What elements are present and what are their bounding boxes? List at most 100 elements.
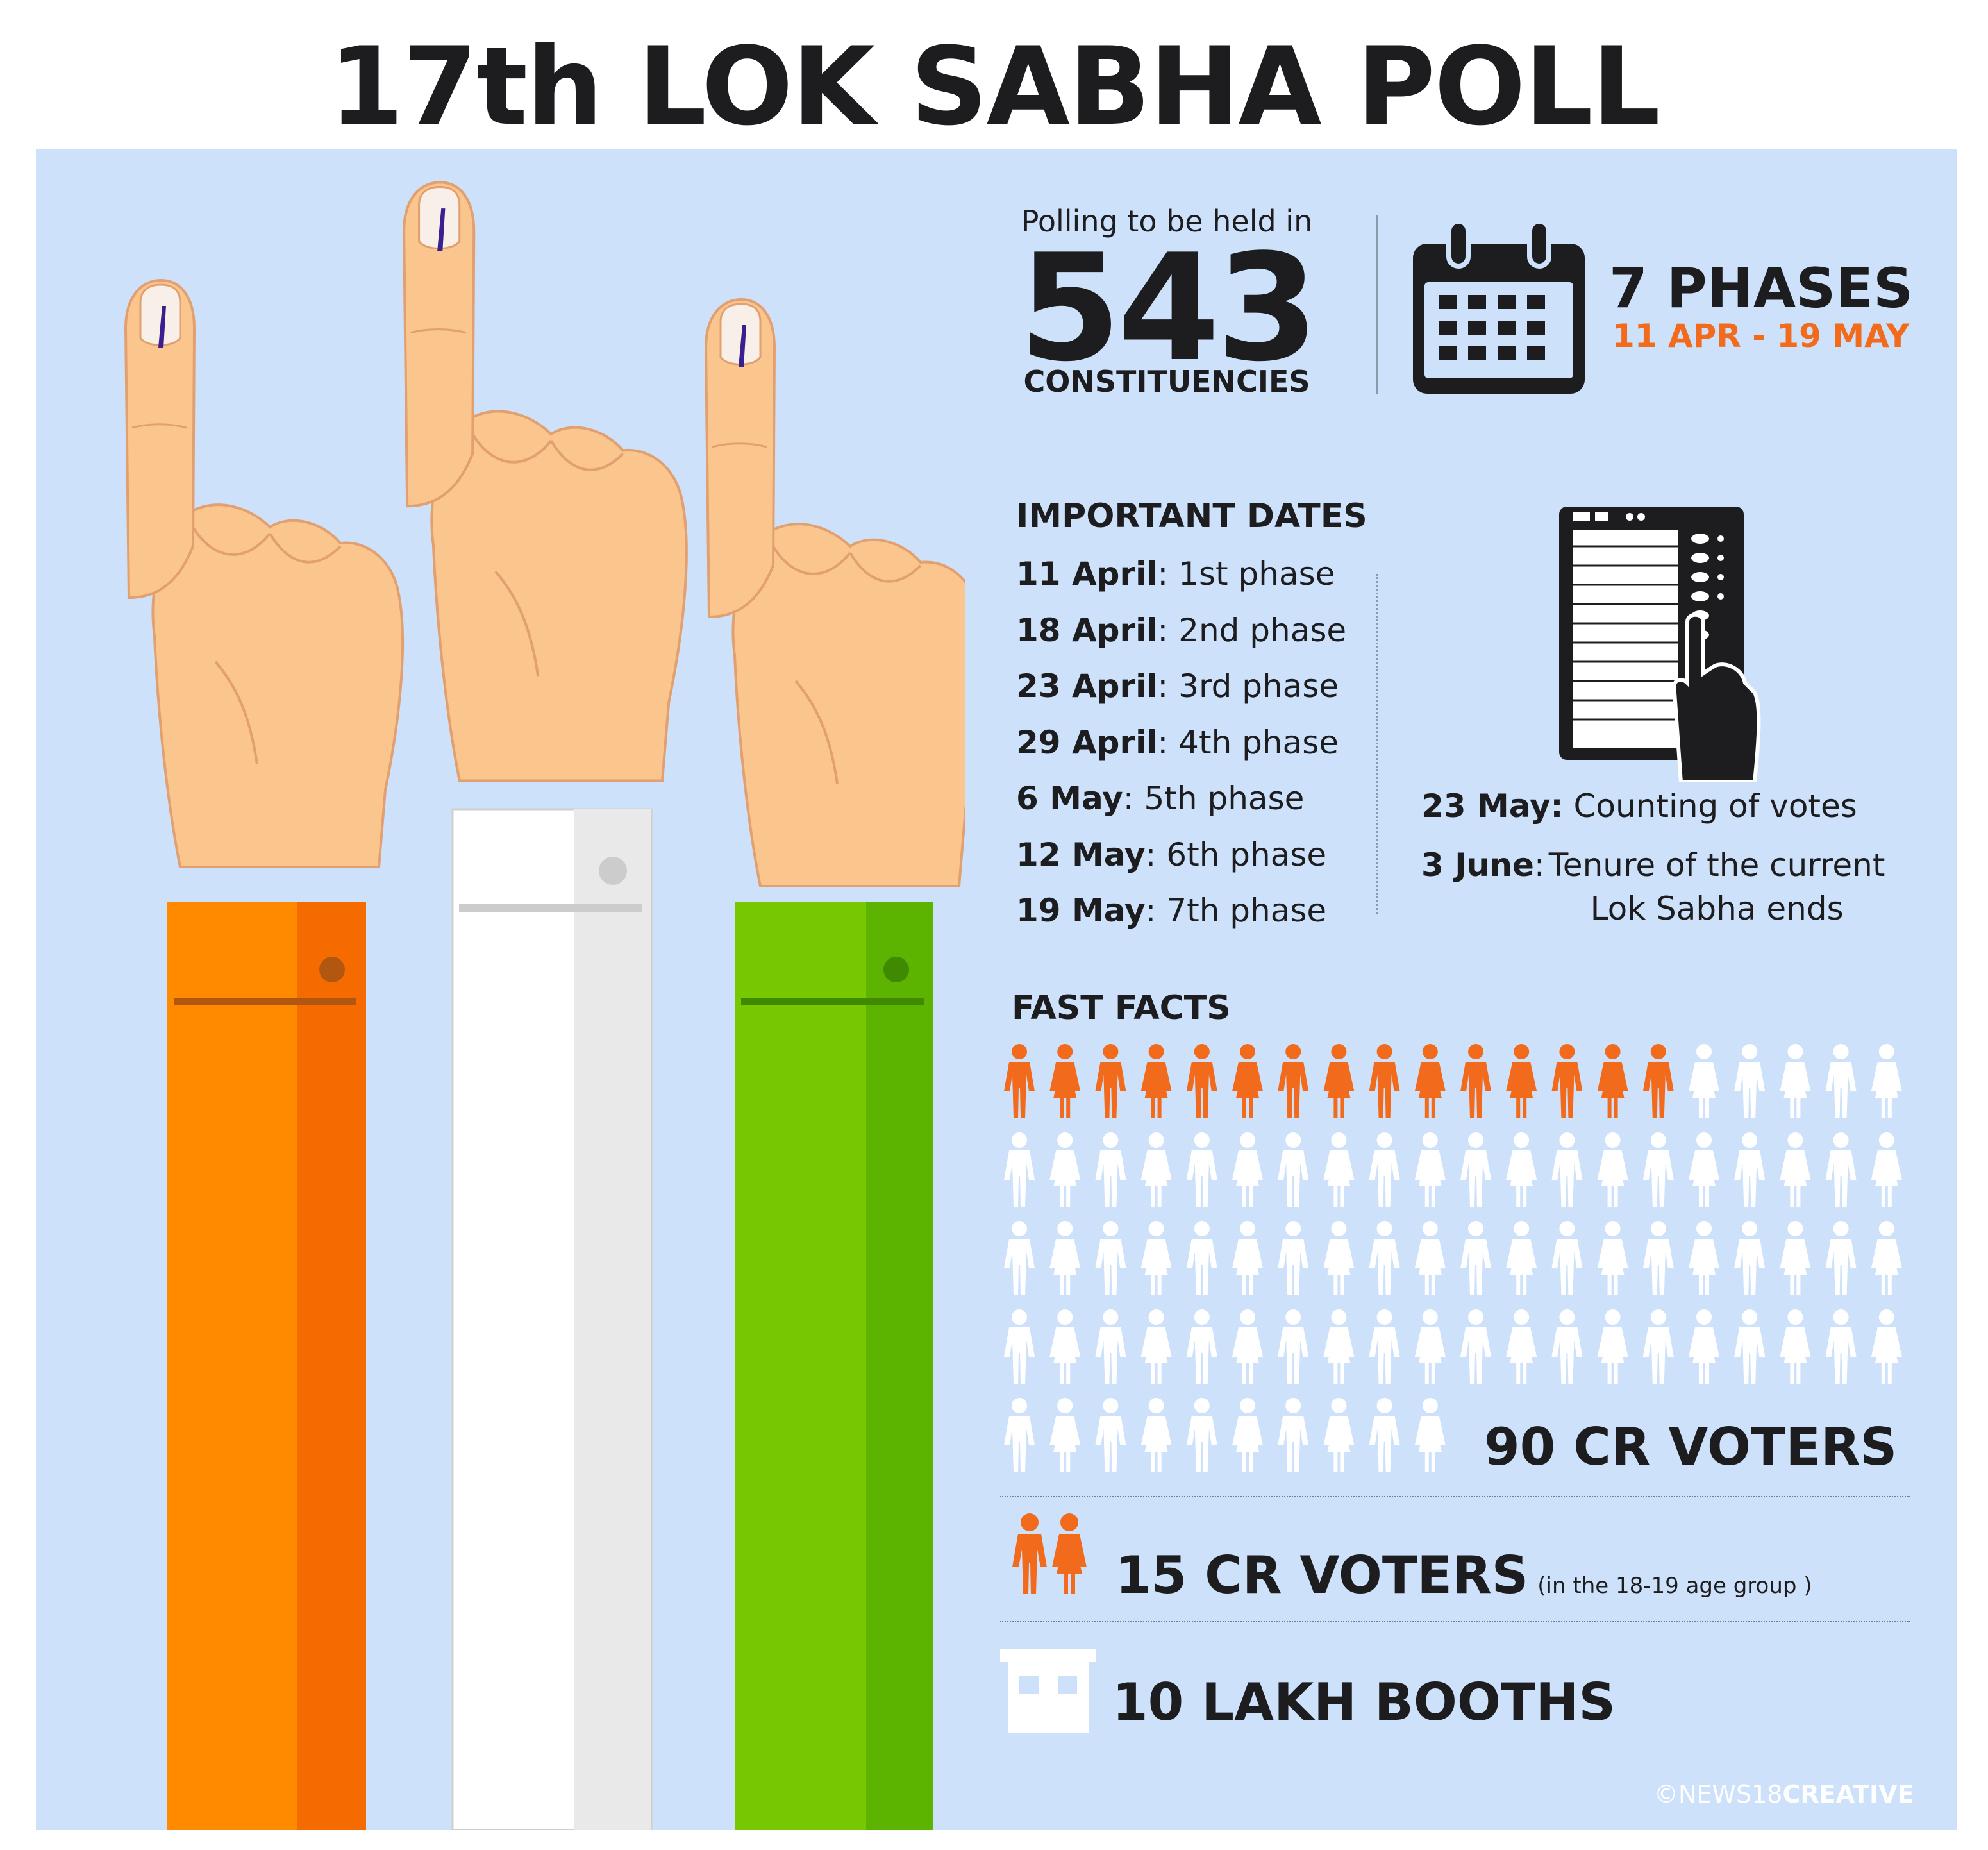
date-item: 6 May: 5th phase bbox=[1016, 780, 1305, 817]
total-voters-label: 90 CR VOTERS bbox=[1484, 1417, 1898, 1477]
person-icon bbox=[1232, 1398, 1263, 1472]
person-icon bbox=[1049, 1132, 1081, 1207]
person-icon bbox=[1642, 1132, 1674, 1207]
person-icon bbox=[1414, 1221, 1446, 1295]
person-icon bbox=[1734, 1132, 1766, 1207]
person-icon bbox=[1734, 1309, 1766, 1384]
person-icon bbox=[1095, 1132, 1126, 1207]
person-icon-highlighted bbox=[1186, 1044, 1217, 1118]
person-icon bbox=[1323, 1221, 1355, 1295]
person-icon bbox=[1506, 1132, 1537, 1207]
tenure-end-date: 3 June: Tenure of the current Lok Sabha en… bbox=[1421, 846, 1885, 927]
person-icon bbox=[1140, 1221, 1172, 1295]
person-icon bbox=[1004, 1132, 1035, 1207]
credit-logo: ©NEWS18CREATIVE bbox=[1654, 1780, 1914, 1808]
person-icon bbox=[1414, 1309, 1446, 1384]
constituencies-label: CONSTITUENCIES bbox=[1023, 364, 1310, 399]
person-icon bbox=[1871, 1044, 1902, 1118]
person-icon bbox=[1780, 1132, 1811, 1207]
date-item: 19 May: 7th phase bbox=[1016, 892, 1327, 929]
person-icon bbox=[1049, 1398, 1081, 1472]
person-icon-highlighted bbox=[1095, 1044, 1126, 1118]
person-icon bbox=[1095, 1309, 1126, 1384]
person-icon bbox=[1323, 1132, 1355, 1207]
important-dates-heading: IMPORTANT DATES bbox=[1016, 497, 1367, 535]
person-icon bbox=[1780, 1044, 1811, 1118]
important-dates-list: 11 April: 1st phase 18 April: 2nd phase … bbox=[1016, 546, 1346, 939]
person-icon bbox=[1414, 1132, 1446, 1207]
person-icon bbox=[1369, 1221, 1400, 1295]
person-icon bbox=[1825, 1044, 1857, 1118]
person-icon bbox=[1323, 1309, 1355, 1384]
person-icon bbox=[1506, 1309, 1537, 1384]
person-icon bbox=[1140, 1398, 1172, 1472]
date-item: 11 April: 1st phase bbox=[1016, 555, 1335, 593]
person-icon bbox=[1369, 1398, 1400, 1472]
person-icon bbox=[1278, 1309, 1309, 1384]
person-icon bbox=[1278, 1398, 1309, 1472]
person-icon bbox=[1095, 1221, 1126, 1295]
person-icon bbox=[1278, 1221, 1309, 1295]
person-icon bbox=[1369, 1309, 1400, 1384]
person-icon bbox=[1140, 1309, 1172, 1384]
phases-title: 7 PHASES bbox=[1609, 256, 1913, 321]
person-icon bbox=[1140, 1132, 1172, 1207]
person-icon-highlighted bbox=[1460, 1044, 1491, 1118]
person-icon-highlighted bbox=[1323, 1044, 1355, 1118]
divider bbox=[1000, 1496, 1910, 1497]
person-icon-highlighted bbox=[1642, 1044, 1674, 1118]
person-icon bbox=[1689, 1132, 1719, 1207]
person-icon bbox=[1825, 1309, 1857, 1384]
young-voters-label: 15 CR VOTERS (in the 18-19 age group ) bbox=[1115, 1545, 1812, 1605]
person-icon bbox=[1689, 1044, 1719, 1118]
person-icon bbox=[1597, 1221, 1628, 1295]
person-icon-highlighted bbox=[1004, 1044, 1035, 1118]
person-icon bbox=[1095, 1398, 1126, 1472]
calendar-icon bbox=[1413, 221, 1585, 394]
person-icon bbox=[1049, 1309, 1081, 1384]
person-icon-highlighted bbox=[1506, 1044, 1537, 1118]
person-icon bbox=[1232, 1132, 1263, 1207]
date-item: 29 April: 4th phase bbox=[1016, 723, 1339, 761]
person-icon bbox=[1780, 1221, 1811, 1295]
date-item: 18 April: 2nd phase bbox=[1016, 611, 1347, 649]
person-icon bbox=[1460, 1132, 1491, 1207]
person-icon bbox=[1004, 1398, 1035, 1472]
person-icon bbox=[1551, 1132, 1583, 1207]
person-icon bbox=[1689, 1309, 1719, 1384]
polling-intro-text: Polling to be held in bbox=[1021, 204, 1313, 239]
date-item: 12 May: 6th phase bbox=[1016, 836, 1327, 873]
person-icon bbox=[1597, 1309, 1628, 1384]
person-icon bbox=[1551, 1309, 1583, 1384]
person-icon bbox=[1414, 1398, 1446, 1472]
person-icon bbox=[1597, 1132, 1628, 1207]
person-icon-highlighted bbox=[1597, 1044, 1628, 1118]
date-item: 23 April: 3rd phase bbox=[1016, 668, 1339, 705]
person-icon bbox=[1734, 1221, 1766, 1295]
evm-voting-machine-icon bbox=[1559, 507, 1761, 782]
person-icon bbox=[1871, 1132, 1902, 1207]
fast-facts-heading: FAST FACTS bbox=[1012, 989, 1231, 1027]
divider bbox=[1376, 574, 1378, 914]
person-icon bbox=[1323, 1398, 1355, 1472]
person-icon-highlighted bbox=[1140, 1044, 1172, 1118]
person-icon bbox=[1551, 1221, 1583, 1295]
person-icon-highlighted bbox=[1049, 1044, 1081, 1118]
young-voters-person-icon bbox=[1012, 1513, 1087, 1594]
counting-date: 23 May: Counting of votes bbox=[1421, 787, 1857, 825]
divider bbox=[1376, 215, 1378, 394]
person-icon bbox=[1460, 1309, 1491, 1384]
person-icon bbox=[1825, 1132, 1857, 1207]
divider bbox=[1000, 1621, 1910, 1622]
polling-booth-icon bbox=[1000, 1649, 1096, 1733]
person-icon bbox=[1689, 1221, 1719, 1295]
person-icon-highlighted bbox=[1369, 1044, 1400, 1118]
person-icon bbox=[1780, 1309, 1811, 1384]
voting-hands-illustration bbox=[124, 149, 965, 1830]
person-icon bbox=[1460, 1221, 1491, 1295]
person-icon bbox=[1734, 1044, 1766, 1118]
person-icon bbox=[1642, 1309, 1674, 1384]
person-icon bbox=[1369, 1132, 1400, 1207]
person-icon bbox=[1186, 1221, 1217, 1295]
constituency-count: 543 bbox=[1018, 223, 1319, 394]
